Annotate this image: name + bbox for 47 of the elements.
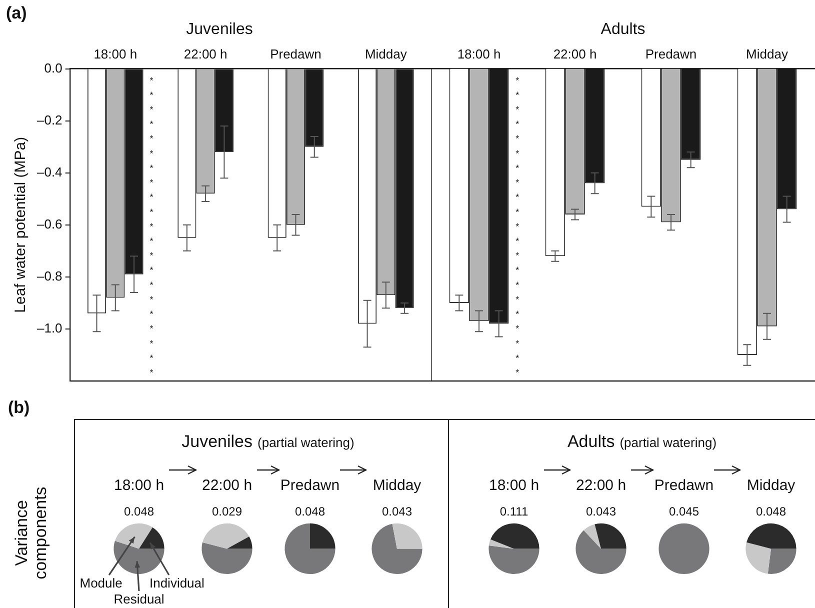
chart-title: 18:00 h <box>114 477 164 494</box>
chart-title: Midday <box>372 477 422 494</box>
chart-title: 22:00 h <box>576 477 626 494</box>
slice-label: Module <box>80 576 122 591</box>
chart-subtitle: 0.111 <box>500 504 528 519</box>
text: (partial watering) <box>620 435 717 450</box>
x-tick-label: Predawn <box>270 46 322 62</box>
text: Juveniles <box>182 432 253 451</box>
text: (b) <box>8 398 30 418</box>
x-tick-label: 22:00 h <box>553 46 597 62</box>
y-tick-label: –1.0 <box>36 320 62 336</box>
chart-title: Predawn <box>654 477 714 494</box>
chart-subtitle: 0.048 <box>124 504 154 519</box>
y-tick-label: –0.8 <box>36 268 62 284</box>
annotation: ***** <box>516 75 520 144</box>
text: **************** <box>150 148 154 378</box>
text: Adults <box>567 432 615 451</box>
chart-subtitle: 0.043 <box>586 504 616 519</box>
chart-title: 18:00 h <box>488 477 540 494</box>
y-tick-label: –0.6 <box>36 216 62 232</box>
chart-title: Midday <box>746 477 796 494</box>
x-tick-label: 22:00 h <box>184 46 228 62</box>
y-tick-label: –0.4 <box>36 164 62 180</box>
text: (a) <box>6 4 27 23</box>
x-tick-label: Midday <box>364 46 408 62</box>
slice-label: Residual <box>114 592 164 607</box>
chart-subtitle: 0.045 <box>668 504 700 519</box>
chart-subtitle: 0.029 <box>212 504 242 519</box>
chart-subtitle: 0.048 <box>294 504 326 519</box>
chart-title: Adults <box>600 21 646 38</box>
chart-title: Juveniles <box>186 21 253 38</box>
x-tick-label: 18:00 h <box>94 46 138 62</box>
annotation: ***** <box>150 75 154 144</box>
x-tick-label: Predawn <box>645 46 697 62</box>
text: (partial watering) <box>258 435 354 450</box>
y-tick-label: 0.0 <box>44 60 62 76</box>
y-axis-title: Leaf water potential (MPa) <box>12 136 30 313</box>
chart-subtitle: 0.043 <box>382 504 412 519</box>
text: Variance components <box>12 486 50 582</box>
text: **************** <box>516 148 520 378</box>
y-tick-label: –0.2 <box>36 112 62 128</box>
chart-subtitle: 0.048 <box>756 504 786 519</box>
chart-title: 22:00 h <box>202 477 252 494</box>
x-tick-label: 18:00 h <box>457 46 501 62</box>
chart-title: Predawn <box>280 477 340 494</box>
x-tick-label: Midday <box>746 46 788 62</box>
slice-label: Individual <box>149 576 205 591</box>
